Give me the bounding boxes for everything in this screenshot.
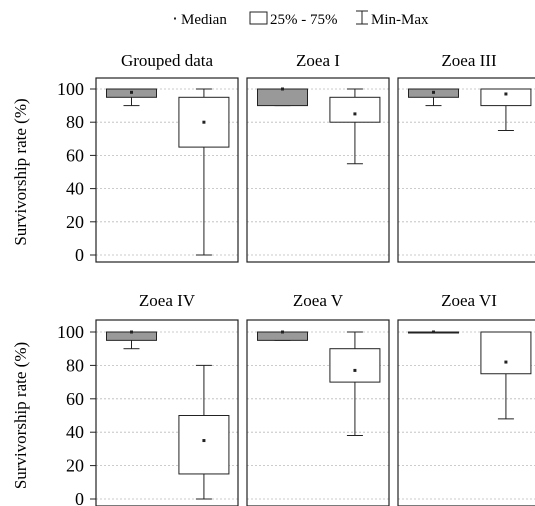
legend-whisker-swatch — [356, 10, 368, 25]
box-1 — [106, 330, 157, 350]
panel: Zoea IV 0 20 40 60 80 100 Survivorship rate (%) — [11, 291, 239, 506]
y-tick-label: 60 — [66, 389, 84, 409]
iqr-box — [329, 348, 381, 383]
panel-title: Grouped data — [121, 51, 214, 70]
panel-frame — [246, 319, 390, 506]
box-2 — [178, 364, 230, 500]
panel-frame — [397, 77, 535, 263]
panel-title: Zoea V — [293, 291, 344, 310]
median-marker — [432, 330, 435, 334]
iqr-box — [178, 415, 230, 475]
median-marker — [504, 92, 508, 96]
median-marker — [130, 330, 133, 334]
box-1 — [106, 88, 157, 107]
iqr-box — [480, 331, 532, 375]
box-1 — [257, 87, 308, 107]
y-tick-label: 40 — [66, 422, 84, 442]
panel-frame — [95, 77, 239, 263]
median-marker — [202, 120, 206, 124]
legend-box-label: 25% - 75% — [270, 12, 338, 28]
panels: Grouped data 0 20 40 60 80 100 Survivorship rat… — [11, 51, 535, 506]
panel-title: Zoea IV — [139, 291, 196, 310]
median-marker — [504, 360, 508, 364]
y-tick-label: 40 — [66, 179, 84, 199]
box-1 — [257, 330, 308, 341]
legend-median-label: Median — [181, 12, 227, 28]
y-tick-label: 100 — [57, 322, 84, 342]
panel-frame — [397, 319, 535, 506]
y-tick-label: 20 — [66, 212, 84, 232]
panel-title: Zoea I — [296, 51, 340, 70]
panel: Zoea VI — [397, 291, 535, 506]
y-tick-label: 60 — [66, 145, 84, 165]
median-marker — [353, 368, 357, 372]
panel-title: Zoea VI — [441, 291, 497, 310]
y-axis-label: Survivorship rate (%) — [11, 98, 30, 245]
panel-title: Zoea III — [441, 51, 497, 70]
y-tick-label: 0 — [75, 489, 84, 506]
iqr-box — [480, 88, 532, 107]
iqr-box — [257, 88, 308, 107]
panel: Zoea V — [246, 291, 390, 506]
median-marker — [432, 90, 435, 94]
panel: Zoea III — [397, 51, 535, 263]
y-tick-label: 100 — [57, 79, 84, 99]
legend-whisker-label: Min-Max — [371, 12, 429, 28]
panel-frame — [95, 319, 239, 506]
panel: Zoea I — [246, 51, 390, 263]
median-marker — [353, 112, 357, 116]
panel-frame — [246, 77, 390, 263]
box-1 — [408, 88, 459, 107]
legend: Median 25% - 75% Min-Max — [174, 10, 429, 28]
box-2 — [480, 331, 532, 420]
legend-median-marker — [174, 17, 176, 20]
median-marker — [202, 439, 206, 443]
box-2 — [480, 88, 532, 131]
box-2 — [329, 88, 381, 165]
y-axis-label: Survivorship rate (%) — [11, 342, 30, 489]
median-marker — [281, 87, 284, 91]
y-tick-label: 0 — [75, 245, 84, 265]
y-tick-label: 20 — [66, 456, 84, 476]
iqr-box — [329, 96, 381, 123]
box-2 — [329, 331, 381, 437]
legend-box-swatch — [249, 11, 268, 25]
median-marker — [130, 90, 133, 94]
y-tick-label: 80 — [66, 355, 84, 375]
box-2 — [178, 88, 230, 256]
y-tick-label: 80 — [66, 112, 84, 132]
box-1 — [408, 330, 459, 334]
median-marker — [281, 330, 284, 334]
panel: Grouped data 0 20 40 60 80 100 Survivorship rat… — [11, 51, 239, 265]
